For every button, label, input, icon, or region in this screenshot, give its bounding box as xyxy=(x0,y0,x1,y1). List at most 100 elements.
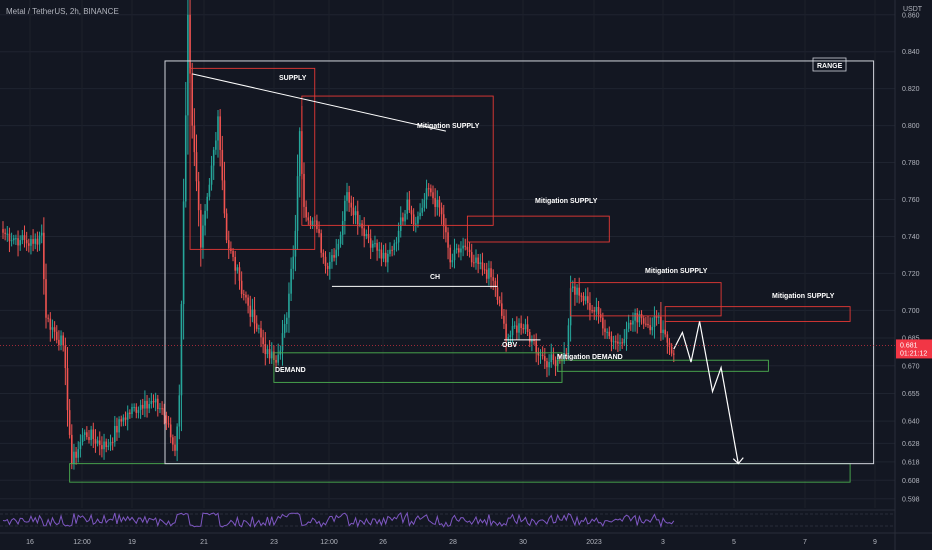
candle-body xyxy=(571,286,574,289)
candle-body xyxy=(389,249,391,254)
candle-body xyxy=(533,339,535,341)
candle-body xyxy=(608,331,611,337)
candle-body xyxy=(210,165,213,185)
candle-body xyxy=(71,434,73,464)
candle-body xyxy=(664,329,666,335)
candle-body xyxy=(294,230,297,257)
candle-body xyxy=(144,400,146,409)
candle-body xyxy=(275,360,277,363)
candle-body xyxy=(404,213,406,222)
price-tick-label: 0.608 xyxy=(902,478,920,485)
candle-body xyxy=(509,335,512,338)
candle-body xyxy=(191,73,193,126)
candle-body xyxy=(606,331,608,333)
price-tick-label: 0.860 xyxy=(902,12,920,19)
candle-body xyxy=(348,192,350,203)
candle-body xyxy=(666,334,669,343)
candle-body xyxy=(479,262,482,265)
candle-body xyxy=(582,295,585,301)
candle-body xyxy=(655,316,658,318)
candle-body xyxy=(617,341,619,344)
candle-body xyxy=(645,323,647,325)
demand-zone xyxy=(557,359,769,372)
candle-body xyxy=(309,220,312,226)
candle-body xyxy=(408,199,411,211)
time-tick-label: 12:00 xyxy=(320,539,338,546)
candle-body xyxy=(576,287,578,295)
candle-body xyxy=(120,419,123,422)
candle-body xyxy=(221,149,224,181)
candle-body xyxy=(281,333,284,351)
candle-body xyxy=(215,140,217,150)
candle-body xyxy=(621,342,623,344)
candle-body xyxy=(212,149,215,166)
candle-body xyxy=(43,232,45,280)
candle-body xyxy=(324,256,327,267)
candle-body xyxy=(432,192,434,199)
candle-body xyxy=(163,408,166,416)
candle-body xyxy=(202,225,204,248)
candle-body xyxy=(288,293,290,318)
price-tick-label: 0.670 xyxy=(902,363,920,370)
label-mitigation-demand: Mitigation DEMAND xyxy=(557,354,623,361)
candle-body xyxy=(591,310,593,312)
candle-body xyxy=(58,339,60,346)
candle-body xyxy=(552,354,555,361)
candle-body xyxy=(507,337,510,340)
candle-body xyxy=(649,325,651,331)
candle-body xyxy=(539,354,542,356)
candle-body xyxy=(159,408,161,410)
candle-body xyxy=(468,249,471,253)
candle-body xyxy=(157,398,159,409)
candle-body xyxy=(604,328,606,332)
candle-body xyxy=(511,325,514,336)
candle-body xyxy=(550,354,553,363)
candle-body xyxy=(240,280,243,295)
candle-body xyxy=(103,441,105,450)
candle-body xyxy=(460,248,462,253)
candle-body xyxy=(64,345,67,369)
candle-body xyxy=(32,239,34,244)
price-tick-label: 0.820 xyxy=(902,86,920,93)
candle-body xyxy=(28,243,30,246)
candle-body xyxy=(374,243,376,245)
candle-body xyxy=(322,252,325,257)
candle-body xyxy=(393,243,396,251)
candle-body xyxy=(25,240,28,244)
price-axis-bg xyxy=(895,0,932,550)
candle-body xyxy=(247,297,249,306)
candle-body xyxy=(498,299,501,304)
rsi-line xyxy=(2,511,675,529)
candle-body xyxy=(83,432,86,435)
candle-body xyxy=(55,331,58,340)
candle-body xyxy=(118,419,120,433)
candle-body xyxy=(124,417,127,420)
candle-body xyxy=(634,313,636,321)
price-tick-label: 0.685 xyxy=(902,336,920,343)
candle-body xyxy=(673,353,675,355)
candle-body xyxy=(453,249,456,261)
candle-body xyxy=(653,316,656,327)
candle-body xyxy=(337,243,340,250)
candle-body xyxy=(391,249,393,251)
candle-body xyxy=(197,181,200,211)
candle-body xyxy=(45,279,47,318)
candle-body xyxy=(307,217,310,221)
candle-body xyxy=(21,235,24,241)
candle-body xyxy=(238,267,241,281)
candle-body xyxy=(485,269,488,279)
candle-body xyxy=(378,249,381,251)
candle-body xyxy=(470,252,473,263)
candle-body xyxy=(425,188,428,200)
candle-body xyxy=(587,296,589,303)
bar-countdown: 01:21:12 xyxy=(900,350,927,357)
time-tick-label: 28 xyxy=(449,539,457,546)
candle-body xyxy=(662,329,664,334)
price-tick-label: 0.628 xyxy=(902,441,920,448)
candle-body xyxy=(107,445,110,448)
candle-body xyxy=(528,332,531,343)
candle-body xyxy=(554,360,557,367)
candle-body xyxy=(98,440,101,446)
